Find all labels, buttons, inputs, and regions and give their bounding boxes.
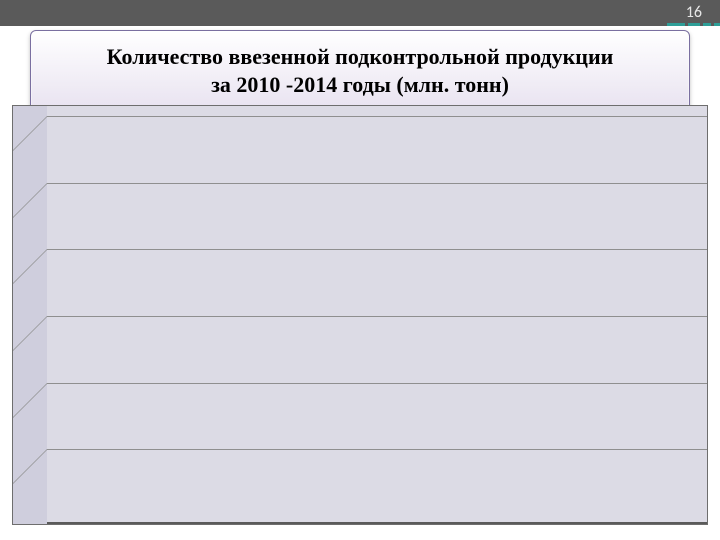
chart-gridline <box>47 316 707 317</box>
chart-gridline <box>47 449 707 450</box>
chart-wall-tick <box>13 183 47 218</box>
title-line-1: Количество ввезенной подконтрольной прод… <box>51 43 669 71</box>
accent-dashes <box>660 23 720 26</box>
chart-gridline <box>47 183 707 184</box>
slide-title: Количество ввезенной подконтрольной прод… <box>30 30 690 113</box>
chart-3d-wall <box>13 106 47 524</box>
chart-plot <box>47 106 707 524</box>
chart-wall-tick <box>13 116 47 151</box>
accent-dash <box>703 23 711 26</box>
chart-gridline <box>47 383 707 384</box>
title-line-2: за 2010 -2014 годы (млн. тонн) <box>51 71 669 99</box>
accent-dash <box>667 23 685 26</box>
chart-wall-tick <box>13 449 47 484</box>
chart-gridline <box>47 249 707 250</box>
chart-wall-tick <box>13 316 47 351</box>
slide: 16 Количество ввезенной подконтрольной п… <box>0 0 720 540</box>
chart-wall-tick <box>13 383 47 418</box>
chart-baseline <box>47 522 707 524</box>
chart-area <box>12 105 708 525</box>
chart-wall-tick <box>13 249 47 284</box>
slide-number: 16 <box>686 3 702 22</box>
top-bar <box>0 0 720 26</box>
chart-gridline <box>47 116 707 117</box>
accent-dash <box>714 23 720 26</box>
accent-dash <box>688 23 700 26</box>
